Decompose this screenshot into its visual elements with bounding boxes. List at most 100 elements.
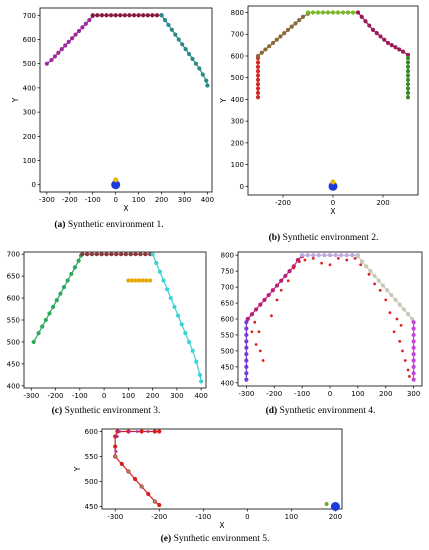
series-point [328, 263, 332, 267]
series-point [113, 444, 118, 449]
series-point [389, 292, 394, 298]
y-tick-label: 400 [7, 382, 20, 390]
series-point [355, 254, 360, 259]
series-point [340, 10, 346, 15]
series-point [380, 283, 386, 288]
series-point [249, 312, 255, 317]
y-tick-label: 550 [221, 331, 234, 339]
y-tick-label: 550 [85, 453, 98, 461]
series-point [255, 82, 261, 87]
caption-d: (d) Synthetic environment 4. [265, 406, 376, 416]
series-point [152, 429, 157, 434]
series-point [395, 317, 399, 321]
series-point [154, 13, 160, 18]
series-point [172, 304, 177, 309]
series-point [266, 292, 271, 298]
series-point [325, 10, 331, 15]
series-point [244, 371, 249, 376]
series-point [36, 331, 41, 336]
series-point [411, 364, 416, 369]
panel-a: -300 -200 -100 0 100 200 300 400 0 100 200 300 400 50… [0, 0, 218, 240]
series-point [108, 13, 114, 18]
series-point [244, 332, 249, 338]
series-point [65, 278, 70, 283]
series-point [244, 339, 249, 344]
series-point [148, 278, 153, 283]
series-point [258, 302, 263, 307]
chart-b: -200 0 200 0 100 200 300 400 500 600 700 800 X Y [219, 5, 419, 216]
series-point [283, 273, 288, 279]
series-point [345, 10, 351, 15]
series-point [94, 252, 99, 257]
series-point [89, 252, 95, 257]
y-tick-label: 500 [7, 338, 20, 346]
series-point [153, 500, 157, 503]
series-point [353, 256, 357, 260]
series-point [385, 288, 390, 293]
series-point [133, 278, 138, 283]
series-point [255, 86, 261, 91]
series-point [190, 348, 195, 353]
series-point [344, 253, 349, 258]
series-point [405, 52, 411, 57]
caption-a: (a) Synthetic environment 1. [54, 220, 164, 230]
series-point [258, 349, 262, 353]
series-point [173, 32, 178, 37]
series-point [316, 253, 321, 258]
plot-frame [247, 5, 419, 196]
series-point [292, 266, 296, 270]
y-tick-label: 100 [231, 161, 244, 169]
x-tick-label: -100 [72, 392, 88, 400]
x-tick-label: -200 [151, 513, 167, 521]
series-point [289, 24, 294, 29]
series-point [359, 14, 364, 19]
series-point [287, 269, 292, 274]
x-tick-label: -200 [62, 196, 78, 204]
x-tick-label: 200 [146, 392, 159, 400]
series-point [47, 311, 52, 316]
series-point [76, 28, 82, 34]
chart-a: -300 -200 -100 0 100 200 300 400 0 100 200 300 400 50… [11, 7, 214, 213]
series-point [69, 271, 74, 277]
plot-frame [39, 7, 213, 193]
x-tick-label: -300 [23, 392, 39, 400]
series-point [200, 72, 205, 77]
series-point [405, 312, 411, 317]
x-tick-label: 0 [102, 392, 106, 400]
series-point [297, 260, 301, 263]
x-tick-label: -100 [85, 196, 101, 204]
y-tick-label: 700 [23, 12, 36, 20]
series-point [255, 90, 261, 95]
series-point [411, 345, 416, 350]
y-tick-label: 0 [32, 181, 36, 189]
x-tick-label: -300 [238, 390, 254, 398]
series-point [378, 34, 383, 39]
series-point [254, 343, 258, 346]
x-axis-label: X [123, 204, 128, 213]
series-point [179, 322, 184, 327]
y-tick-label: 700 [7, 251, 20, 259]
series-point [254, 307, 259, 312]
series-point [411, 326, 416, 331]
series-point [374, 31, 379, 36]
series-point [405, 64, 411, 69]
y-axis-label: Y [73, 466, 82, 472]
series-point [40, 324, 45, 329]
series-point [141, 13, 146, 18]
series-point [113, 455, 117, 458]
x-tick-label: 100 [285, 513, 298, 521]
series-point [157, 502, 162, 508]
y-axis-label: Y [11, 97, 20, 103]
series-point [183, 331, 188, 336]
series-point [122, 13, 127, 18]
series-point [392, 330, 396, 334]
series-point [205, 83, 210, 88]
position-marker [113, 177, 119, 183]
series-point [244, 345, 249, 350]
x-tick-label: 300 [178, 196, 191, 204]
series-point [157, 429, 162, 434]
series-point [140, 278, 146, 283]
series-point [137, 278, 142, 283]
series-point [118, 430, 122, 433]
series-point [90, 13, 95, 18]
